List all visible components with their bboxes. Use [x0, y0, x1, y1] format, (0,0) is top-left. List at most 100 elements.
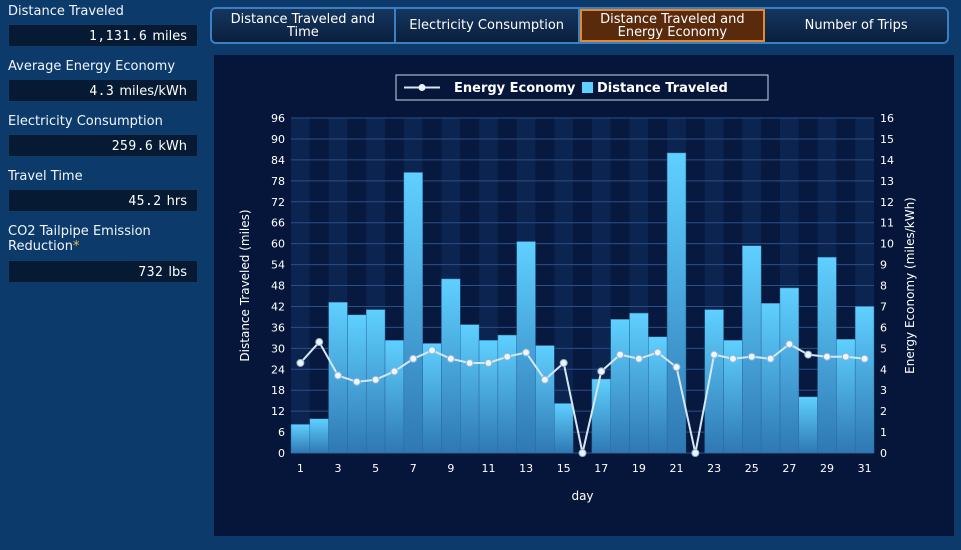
legend-entry-energy-economy: Energy Economy — [454, 81, 576, 96]
bar-day-9 — [441, 278, 461, 454]
y-tick-label: 66 — [271, 217, 285, 230]
energy-economy-point-day-23 — [710, 350, 719, 359]
bar-day-21 — [666, 152, 687, 454]
energy-economy-point-day-8 — [428, 346, 437, 355]
y-tick-label: 54 — [271, 259, 285, 272]
x-tick-label: 1 — [297, 462, 304, 475]
bar-day-25 — [742, 245, 762, 454]
co2-reduction-label: CO2 Tailpipe Emission Reduction* — [8, 224, 198, 254]
y-tick-label: 90 — [271, 133, 285, 146]
y2-tick-label: 3 — [880, 384, 887, 397]
bar-day-1 — [290, 424, 311, 454]
y-tick-label: 42 — [271, 300, 285, 313]
bar-day-18 — [610, 319, 630, 454]
tab-distance-and-time[interactable]: Distance Traveled and Time — [212, 9, 396, 42]
energy-economy-point-day-29 — [822, 352, 831, 361]
energy-economy-point-day-28 — [804, 350, 813, 359]
energy-economy-point-day-30 — [841, 352, 850, 361]
energy-economy-point-day-10 — [465, 358, 474, 367]
bar-day-2 — [309, 418, 329, 454]
bar-day-7 — [403, 172, 423, 454]
bar-day-26 — [760, 303, 781, 454]
y-tick-label: 6 — [278, 426, 285, 439]
co2-reduction-value-box: 732 lbs — [8, 260, 198, 283]
travel-time-value: 45.2 — [128, 194, 162, 209]
y2-tick-label: 5 — [880, 342, 887, 355]
distance-traveled-label: Distance Traveled — [8, 4, 124, 19]
bar-day-19 — [629, 312, 649, 454]
electricity-consumption-label: Electricity Consumption — [8, 114, 163, 129]
y-tick-label: 18 — [271, 384, 285, 397]
bar-day-17 — [591, 378, 611, 454]
y2-tick-label: 16 — [880, 112, 894, 125]
energy-economy-point-day-1 — [296, 358, 305, 367]
y2-tick-label: 12 — [880, 196, 894, 209]
energy-economy-point-day-21 — [672, 363, 681, 372]
y-tick-label: 24 — [271, 363, 285, 376]
energy-economy-point-day-12 — [503, 352, 512, 361]
legend-point-swatch — [418, 84, 426, 91]
distance-traveled-value: 1,131.6 — [89, 29, 148, 44]
y2-tick-label: 0 — [880, 447, 887, 460]
tab-distance-and-energy-economy[interactable]: Distance Traveled and Energy Economy — [579, 9, 766, 42]
energy-economy-point-day-13 — [522, 348, 531, 357]
average-energy-economy-label: Average Energy Economy — [8, 59, 176, 74]
bar-day-23 — [704, 309, 724, 454]
y2-tick-label: 4 — [880, 363, 887, 376]
x-tick-label: 3 — [335, 462, 342, 475]
bar-day-27 — [779, 287, 800, 454]
y-tick-label: 78 — [271, 175, 285, 188]
distance-traveled-unit: miles — [152, 29, 187, 44]
energy-economy-point-day-27 — [785, 340, 794, 349]
x-tick-label: 29 — [820, 462, 834, 475]
energy-economy-point-day-25 — [747, 352, 756, 361]
energy-economy-point-day-22 — [691, 449, 700, 457]
electricity-consumption-unit: kWh — [158, 139, 187, 154]
x-tick-label: 25 — [745, 462, 759, 475]
tab-number-of-trips[interactable]: Number of Trips — [765, 9, 947, 42]
legend-entry-distance-traveled: Distance Traveled — [597, 81, 728, 96]
x-tick-label: 7 — [410, 462, 417, 475]
co2-reduction-value: 732 — [138, 265, 164, 280]
y2-tick-label: 8 — [880, 280, 887, 293]
energy-economy-point-day-5 — [371, 375, 380, 384]
energy-economy-point-day-3 — [334, 371, 343, 380]
y2-tick-label: 13 — [880, 175, 894, 188]
electricity-consumption-value: 259.6 — [111, 139, 154, 154]
x-tick-label: 15 — [557, 462, 571, 475]
y2-tick-label: 9 — [880, 259, 887, 272]
bar-day-6 — [384, 340, 405, 454]
energy-economy-point-day-4 — [352, 377, 361, 386]
bar-day-8 — [422, 343, 442, 454]
x-tick-label: 5 — [372, 462, 379, 475]
y-tick-label: 48 — [271, 280, 285, 293]
y-tick-label: 36 — [271, 321, 285, 334]
y2-tick-label: 6 — [880, 321, 887, 334]
x-tick-label: 13 — [519, 462, 533, 475]
y2-tick-label: 10 — [880, 238, 894, 251]
y-tick-label: 0 — [278, 447, 285, 460]
co2-footnote-marker[interactable]: * — [73, 239, 80, 254]
bar-day-15 — [554, 403, 574, 454]
co2-reduction-label-text: CO2 Tailpipe Emission Reduction — [8, 224, 151, 254]
energy-economy-point-day-17 — [597, 367, 606, 376]
tab-electricity-consumption[interactable]: Electricity Consumption — [395, 9, 580, 42]
y2-tick-label: 15 — [880, 133, 894, 146]
bar-day-31 — [854, 306, 875, 454]
y-tick-label: 60 — [271, 238, 285, 251]
y2-tick-label: 7 — [880, 300, 887, 313]
energy-economy-point-day-7 — [409, 354, 418, 363]
x-axis-title: day — [571, 489, 593, 503]
y2-tick-label: 14 — [880, 154, 894, 167]
y-tick-label: 84 — [271, 154, 285, 167]
travel-time-unit: hrs — [166, 194, 187, 209]
energy-economy-point-day-31 — [860, 354, 869, 363]
energy-economy-point-day-16 — [578, 449, 587, 457]
y2-tick-label: 11 — [880, 217, 894, 230]
bar-day-11 — [478, 340, 499, 454]
travel-time-value-box: 45.2 hrs — [8, 189, 198, 212]
sidebar: Distance Traveled 1,131.6 miles Average E… — [0, 0, 205, 550]
y-tick-label: 30 — [271, 342, 285, 355]
energy-economy-point-day-9 — [446, 354, 455, 363]
chart-panel: 0 6 12 18 24 30 36 42 48 54 60 66 72 78 84 90 96 0 1 2 3 4 5 6 7… — [214, 55, 954, 536]
